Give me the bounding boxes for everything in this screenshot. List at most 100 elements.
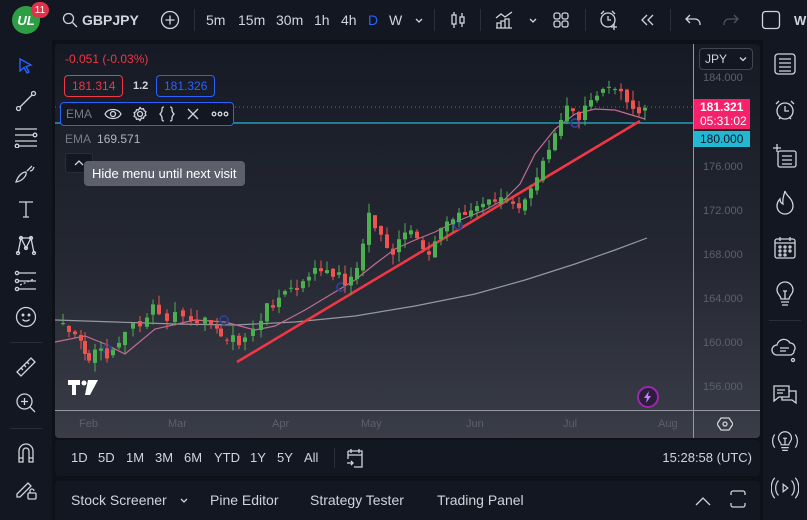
indicator-name: EMA	[66, 107, 93, 121]
object-tree-button[interactable]	[771, 142, 799, 170]
pattern-tool[interactable]	[13, 232, 39, 258]
clock[interactable]: 15:28:58 (UTC)	[662, 450, 752, 465]
visibility-button[interactable]	[100, 108, 127, 120]
sell-button[interactable]: 181.314	[64, 75, 124, 97]
tab-pine-editor[interactable]: Pine Editor	[210, 492, 279, 508]
square-icon	[761, 10, 781, 30]
ruler-icon	[16, 357, 36, 377]
indicator-legend-ema-2[interactable]: EMA 169.571	[60, 128, 146, 150]
source-code-button[interactable]	[153, 106, 180, 122]
chevron-down-icon	[180, 498, 188, 503]
cursor-arrow-icon	[19, 57, 33, 74]
compare-symbol-button[interactable]	[160, 0, 180, 40]
tab-strategy-tester[interactable]: Strategy Tester	[310, 492, 404, 508]
range-1y[interactable]: 1Y	[250, 450, 266, 465]
indicators-dropdown[interactable]	[528, 0, 538, 40]
undo-button[interactable]	[684, 0, 702, 40]
maximize-panel-button[interactable]	[730, 490, 746, 513]
calendar-button[interactable]	[771, 234, 799, 262]
messages-button[interactable]	[771, 382, 799, 410]
interval-1h[interactable]: 1h	[314, 12, 330, 28]
ideas-button[interactable]	[771, 280, 799, 308]
price-axis[interactable]: 184.000 176.000 172.000 168.000 164.000 …	[693, 44, 760, 410]
price-tick: 176.000	[703, 161, 743, 173]
time-axis[interactable]: Feb Mar Apr May Jun Jul Aug	[55, 410, 760, 438]
fib-tool[interactable]	[13, 124, 39, 150]
settings-button[interactable]	[127, 106, 154, 122]
thought-cloud-icon	[771, 338, 796, 363]
range-1m[interactable]: 1M	[126, 450, 145, 465]
range-3m[interactable]: 3M	[155, 450, 174, 465]
range-ytd[interactable]: YTD	[214, 450, 240, 465]
prediction-tool[interactable]	[13, 268, 39, 294]
lightbulb-icon	[776, 281, 794, 306]
interval-5m[interactable]: 5m	[206, 12, 226, 28]
right-sidebar	[763, 40, 807, 520]
indicator-legend-ema[interactable]: EMA	[60, 102, 234, 126]
interval-dropdown[interactable]	[414, 0, 424, 40]
more-button[interactable]	[206, 111, 233, 117]
eye-icon	[104, 108, 123, 120]
interval-30m[interactable]: 30m	[276, 12, 304, 28]
axis-settings-button[interactable]	[716, 416, 734, 437]
lock-drawings-tool[interactable]	[13, 476, 39, 502]
events-button[interactable]	[637, 386, 659, 408]
range-6m[interactable]: 6M	[184, 450, 203, 465]
magnet-tool[interactable]	[13, 440, 39, 466]
cursor-tool[interactable]	[13, 53, 39, 79]
buy-button[interactable]: 181.326	[156, 75, 216, 97]
range-5y[interactable]: 5Y	[277, 450, 293, 465]
range-5d[interactable]: 5D	[98, 450, 115, 465]
remove-button[interactable]	[180, 108, 207, 120]
range-1d[interactable]: 1D	[71, 450, 88, 465]
go-to-date-button[interactable]	[345, 447, 365, 474]
indicator-name: EMA	[65, 132, 92, 146]
redo-button[interactable]	[722, 0, 740, 40]
chats-button[interactable]	[771, 336, 799, 364]
tab-stock-screener[interactable]: Stock Screener	[71, 492, 189, 508]
calendar-icon	[774, 237, 796, 259]
alerts-button[interactable]	[771, 96, 799, 124]
time-tick: Feb	[79, 418, 98, 430]
pattern-icon	[15, 235, 37, 256]
symbol-search[interactable]: GBPJPY	[62, 0, 139, 40]
trend-line-tool[interactable]	[13, 88, 39, 114]
price-tick: 160.000	[703, 337, 743, 349]
streams-button[interactable]	[771, 474, 799, 502]
measure-tool[interactable]	[13, 354, 39, 380]
date-range-bar: 1D 5D 1M 3M 6M YTD 1Y 5Y All 15:28:58 (U…	[55, 440, 760, 476]
interval-15m[interactable]: 15m	[238, 12, 266, 28]
watchlist-button[interactable]	[771, 50, 799, 78]
brush-tool[interactable]	[13, 160, 39, 186]
indicators-button[interactable]	[494, 0, 516, 40]
interval-d[interactable]: D	[368, 12, 379, 28]
spread-value: 1.2	[133, 80, 149, 92]
price-tick: 168.000	[703, 249, 743, 261]
tradingview-logo[interactable]	[67, 378, 99, 401]
tips-button[interactable]	[771, 428, 799, 456]
watchlist-icon	[774, 53, 796, 75]
interval-4h[interactable]: 4h	[341, 12, 357, 28]
chart-type-button[interactable]	[449, 0, 467, 40]
indicator-value: 169.571	[97, 132, 141, 146]
hotlists-button[interactable]	[771, 188, 799, 216]
replay-button[interactable]	[638, 0, 656, 40]
grid-icon	[553, 12, 569, 28]
layouts-button[interactable]	[552, 0, 570, 40]
chart-pane[interactable]: -0.051 (-0.03%) 181.314 1.2 181.326 EMA …	[55, 44, 760, 438]
expand-panel-button[interactable]	[695, 493, 711, 511]
interval-w[interactable]: W	[389, 12, 403, 28]
undo-icon	[685, 14, 701, 25]
tv-logo-icon	[68, 380, 98, 395]
fullscreen-button[interactable]	[761, 0, 781, 40]
create-alert-button[interactable]	[598, 0, 620, 40]
text-tool[interactable]	[13, 196, 39, 222]
emoji-tool[interactable]	[13, 304, 39, 330]
alarm-clock-icon	[775, 100, 795, 120]
range-all[interactable]: All	[304, 450, 319, 465]
price-chart-canvas[interactable]	[55, 44, 693, 410]
drawing-toolbar	[0, 40, 52, 520]
tab-trading-panel[interactable]: Trading Panel	[437, 492, 524, 508]
zoom-tool[interactable]	[13, 390, 39, 416]
currency-select[interactable]: JPY	[699, 48, 753, 70]
